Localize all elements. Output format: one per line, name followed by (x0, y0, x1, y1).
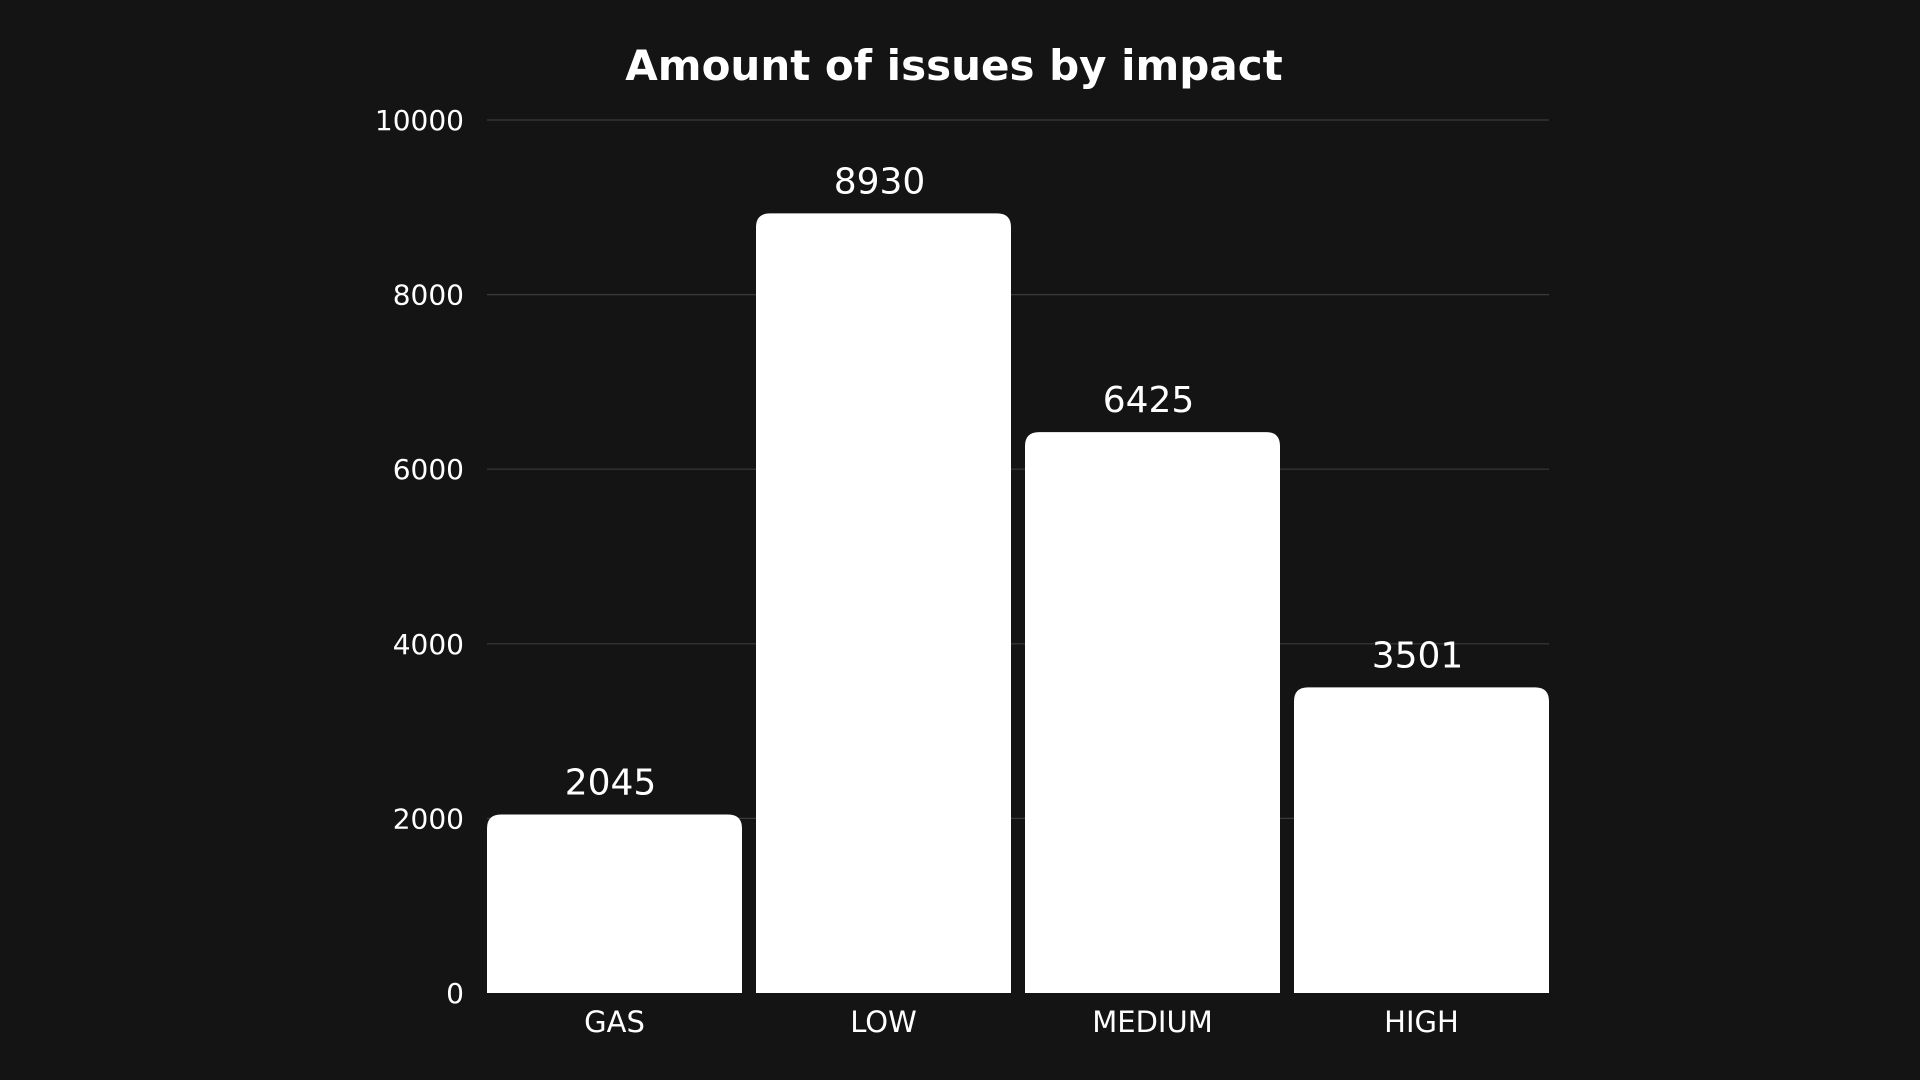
y-axis-ticks: 0 2000 4000 6000 8000 10000 (375, 104, 464, 1010)
x-category-label-high: HIGH (1384, 1005, 1459, 1039)
y-tick-label: 10000 (375, 104, 464, 137)
y-tick-label: 0 (446, 977, 464, 1010)
x-axis-categories: GAS LOW MEDIUM HIGH (584, 1005, 1459, 1039)
y-tick-label: 4000 (393, 628, 464, 661)
bar-gas (487, 814, 742, 993)
x-category-label-low: LOW (850, 1005, 917, 1039)
y-tick-label: 8000 (393, 279, 464, 312)
value-labels: 2045 8930 6425 3501 (565, 161, 1464, 803)
y-tick-label: 2000 (393, 802, 464, 835)
chart-title: Amount of issues by impact (625, 41, 1282, 90)
value-label-medium: 6425 (1103, 380, 1195, 421)
bar-medium (1025, 432, 1280, 993)
value-label-gas: 2045 (565, 762, 657, 803)
x-category-label-medium: MEDIUM (1092, 1005, 1212, 1039)
bars (487, 213, 1549, 993)
x-category-label-gas: GAS (584, 1005, 645, 1039)
value-label-low: 8930 (834, 161, 926, 202)
y-tick-label: 6000 (393, 453, 464, 486)
bar-high (1294, 687, 1549, 993)
bar-low (756, 213, 1011, 993)
value-label-high: 3501 (1372, 635, 1464, 676)
